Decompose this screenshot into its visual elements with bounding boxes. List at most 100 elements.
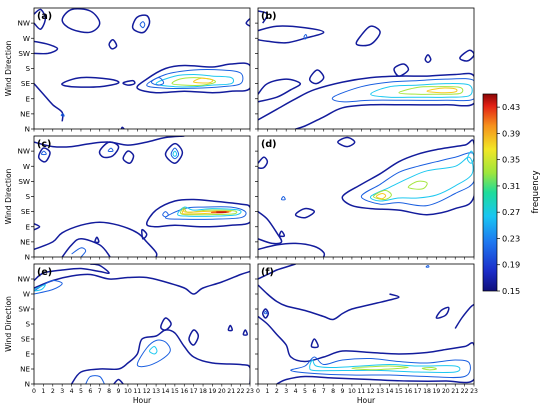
contour-line-level-3 xyxy=(351,365,409,371)
contour-group xyxy=(34,264,250,384)
contour-line-level-0 xyxy=(258,211,283,245)
contour-line-level-0 xyxy=(34,83,64,122)
y-tick-label: NW xyxy=(18,275,30,284)
panel-c: (c) N NE E SE S SW W NW xyxy=(18,135,251,262)
contour-line-level-2 xyxy=(370,83,473,98)
contour-line-level-0 xyxy=(61,8,101,34)
contour-line-level-0 xyxy=(94,236,100,244)
y-tick-label: E xyxy=(25,94,30,103)
contour-line-level-0 xyxy=(258,72,474,129)
contour-line-level-1 xyxy=(331,78,474,103)
y-tick-label: NW xyxy=(18,147,30,156)
x-tick-label: 17 xyxy=(414,388,422,395)
contour-line-level-0 xyxy=(310,338,319,349)
x-tick-label: 19 xyxy=(208,388,216,395)
x-tick-label: 1 xyxy=(265,388,269,395)
contour-line-level-0 xyxy=(61,76,120,88)
y-tick-label: NE xyxy=(20,237,30,246)
x-tick-label: 18 xyxy=(199,388,207,395)
contour-line-level-1 xyxy=(40,150,47,156)
contour-line-level-1 xyxy=(85,375,105,384)
contour-line-level-0 xyxy=(70,329,250,384)
contour-line-level-2 xyxy=(172,150,178,157)
panel-f: (f)0 1 2 3 4 5 6 7 8 9 10 11 12 13 14 15 16 17 18 19 20 21 22 2… xyxy=(255,263,478,395)
contour-line-level-0 xyxy=(294,207,316,219)
contour-line-level-0 xyxy=(164,142,184,164)
contour-line-level-0 xyxy=(435,306,450,319)
contour-line-level-0 xyxy=(258,315,474,384)
contour-line-level-0 xyxy=(242,329,248,336)
y-tick-label: S xyxy=(25,320,30,329)
x-tick-label: 6 xyxy=(312,388,316,395)
x-tick-label: 3 xyxy=(60,388,64,395)
contour-line-level-1 xyxy=(107,147,114,152)
x-tick-label: 6 xyxy=(88,388,92,395)
x-tick-label: 23 xyxy=(470,388,478,395)
y-axis-title: Wind Direction xyxy=(4,40,13,96)
x-tick-label: 23 xyxy=(246,388,254,395)
contour-line-level-1 xyxy=(290,356,471,379)
x-tick-label: 0 xyxy=(256,388,260,395)
contour-line-level-1 xyxy=(264,310,268,315)
x-tick-label: 8 xyxy=(331,388,335,395)
contour-line-level-1 xyxy=(162,211,169,218)
x-tick-label: 19 xyxy=(432,388,440,395)
contour-line-level-0 xyxy=(278,230,286,238)
y-tick-label: W xyxy=(23,162,30,171)
contour-line-level-3 xyxy=(421,366,437,371)
x-tick-label: 11 xyxy=(357,388,365,395)
colorbar-gradient xyxy=(482,93,498,292)
y-tick-label: S xyxy=(25,192,30,201)
contour-line-level-0 xyxy=(258,242,326,257)
axes-text-layer: Wind Direction Wind Direction Wind Directi… xyxy=(4,40,376,405)
contour-line-level-4 xyxy=(193,77,214,84)
x-tick-label: 22 xyxy=(461,388,469,395)
contour-line-level-3 xyxy=(171,77,216,86)
contour-line-level-0 xyxy=(258,264,296,280)
contour-line-level-0 xyxy=(459,49,474,62)
contour-line-level-0 xyxy=(98,141,120,159)
contour-line-level-1 xyxy=(60,113,65,117)
x-tick-label: 22 xyxy=(237,388,245,395)
contour-line-level-2 xyxy=(177,206,242,217)
colorbar-tick-label: 0.43 xyxy=(502,102,520,112)
y-tick-label: SW xyxy=(18,49,30,58)
x-axis-title: Hour xyxy=(357,396,376,405)
x-tick-label: 11 xyxy=(133,388,141,395)
contour-line-level-0 xyxy=(227,324,233,332)
contour-line-level-2 xyxy=(155,74,235,88)
contour-line-level-0 xyxy=(122,150,135,164)
contour-line-level-0 xyxy=(34,40,59,55)
contour-line-level-1 xyxy=(425,265,430,268)
colorbar-tick-label: 0.19 xyxy=(502,260,520,270)
x-tick-label: 5 xyxy=(79,388,83,395)
panel-background xyxy=(258,8,474,129)
y-tick-label: E xyxy=(25,350,30,359)
panel-background xyxy=(258,136,474,257)
contour-line-level-0 xyxy=(122,79,136,86)
contour-line-level-0 xyxy=(34,221,158,257)
panel-label: (d) xyxy=(261,139,276,150)
contour-line-level-3 xyxy=(179,207,238,216)
contour-line-level-0 xyxy=(424,54,432,64)
x-tick-label: 9 xyxy=(117,388,121,395)
colorbar-tick-label: 0.27 xyxy=(502,207,520,217)
x-tick-label: 20 xyxy=(218,388,226,395)
contour-line-level-0 xyxy=(136,62,250,94)
contour-line-level-0 xyxy=(245,18,250,27)
contour-line-level-1 xyxy=(280,196,286,201)
x-tick-label: 20 xyxy=(442,388,450,395)
contour-line-level-0 xyxy=(188,329,200,346)
y-tick-label: NW xyxy=(18,19,30,28)
x-tick-label: 10 xyxy=(348,388,356,395)
x-axis-title: Hour xyxy=(133,396,152,405)
contour-line-level-0 xyxy=(34,223,41,231)
contour-line-level-0 xyxy=(393,63,410,77)
contour-line-level-0 xyxy=(160,317,172,331)
panel-background xyxy=(258,264,474,384)
x-tick-label: 16 xyxy=(180,388,188,395)
y-tick-label: NE xyxy=(20,365,30,374)
contour-line-level-0 xyxy=(258,284,400,321)
y-axis-title: Wind Direction xyxy=(4,296,13,352)
